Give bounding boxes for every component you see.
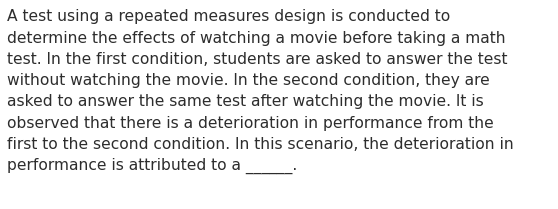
- Text: A test using a repeated measures design is conducted to
determine the effects of: A test using a repeated measures design …: [7, 9, 514, 174]
